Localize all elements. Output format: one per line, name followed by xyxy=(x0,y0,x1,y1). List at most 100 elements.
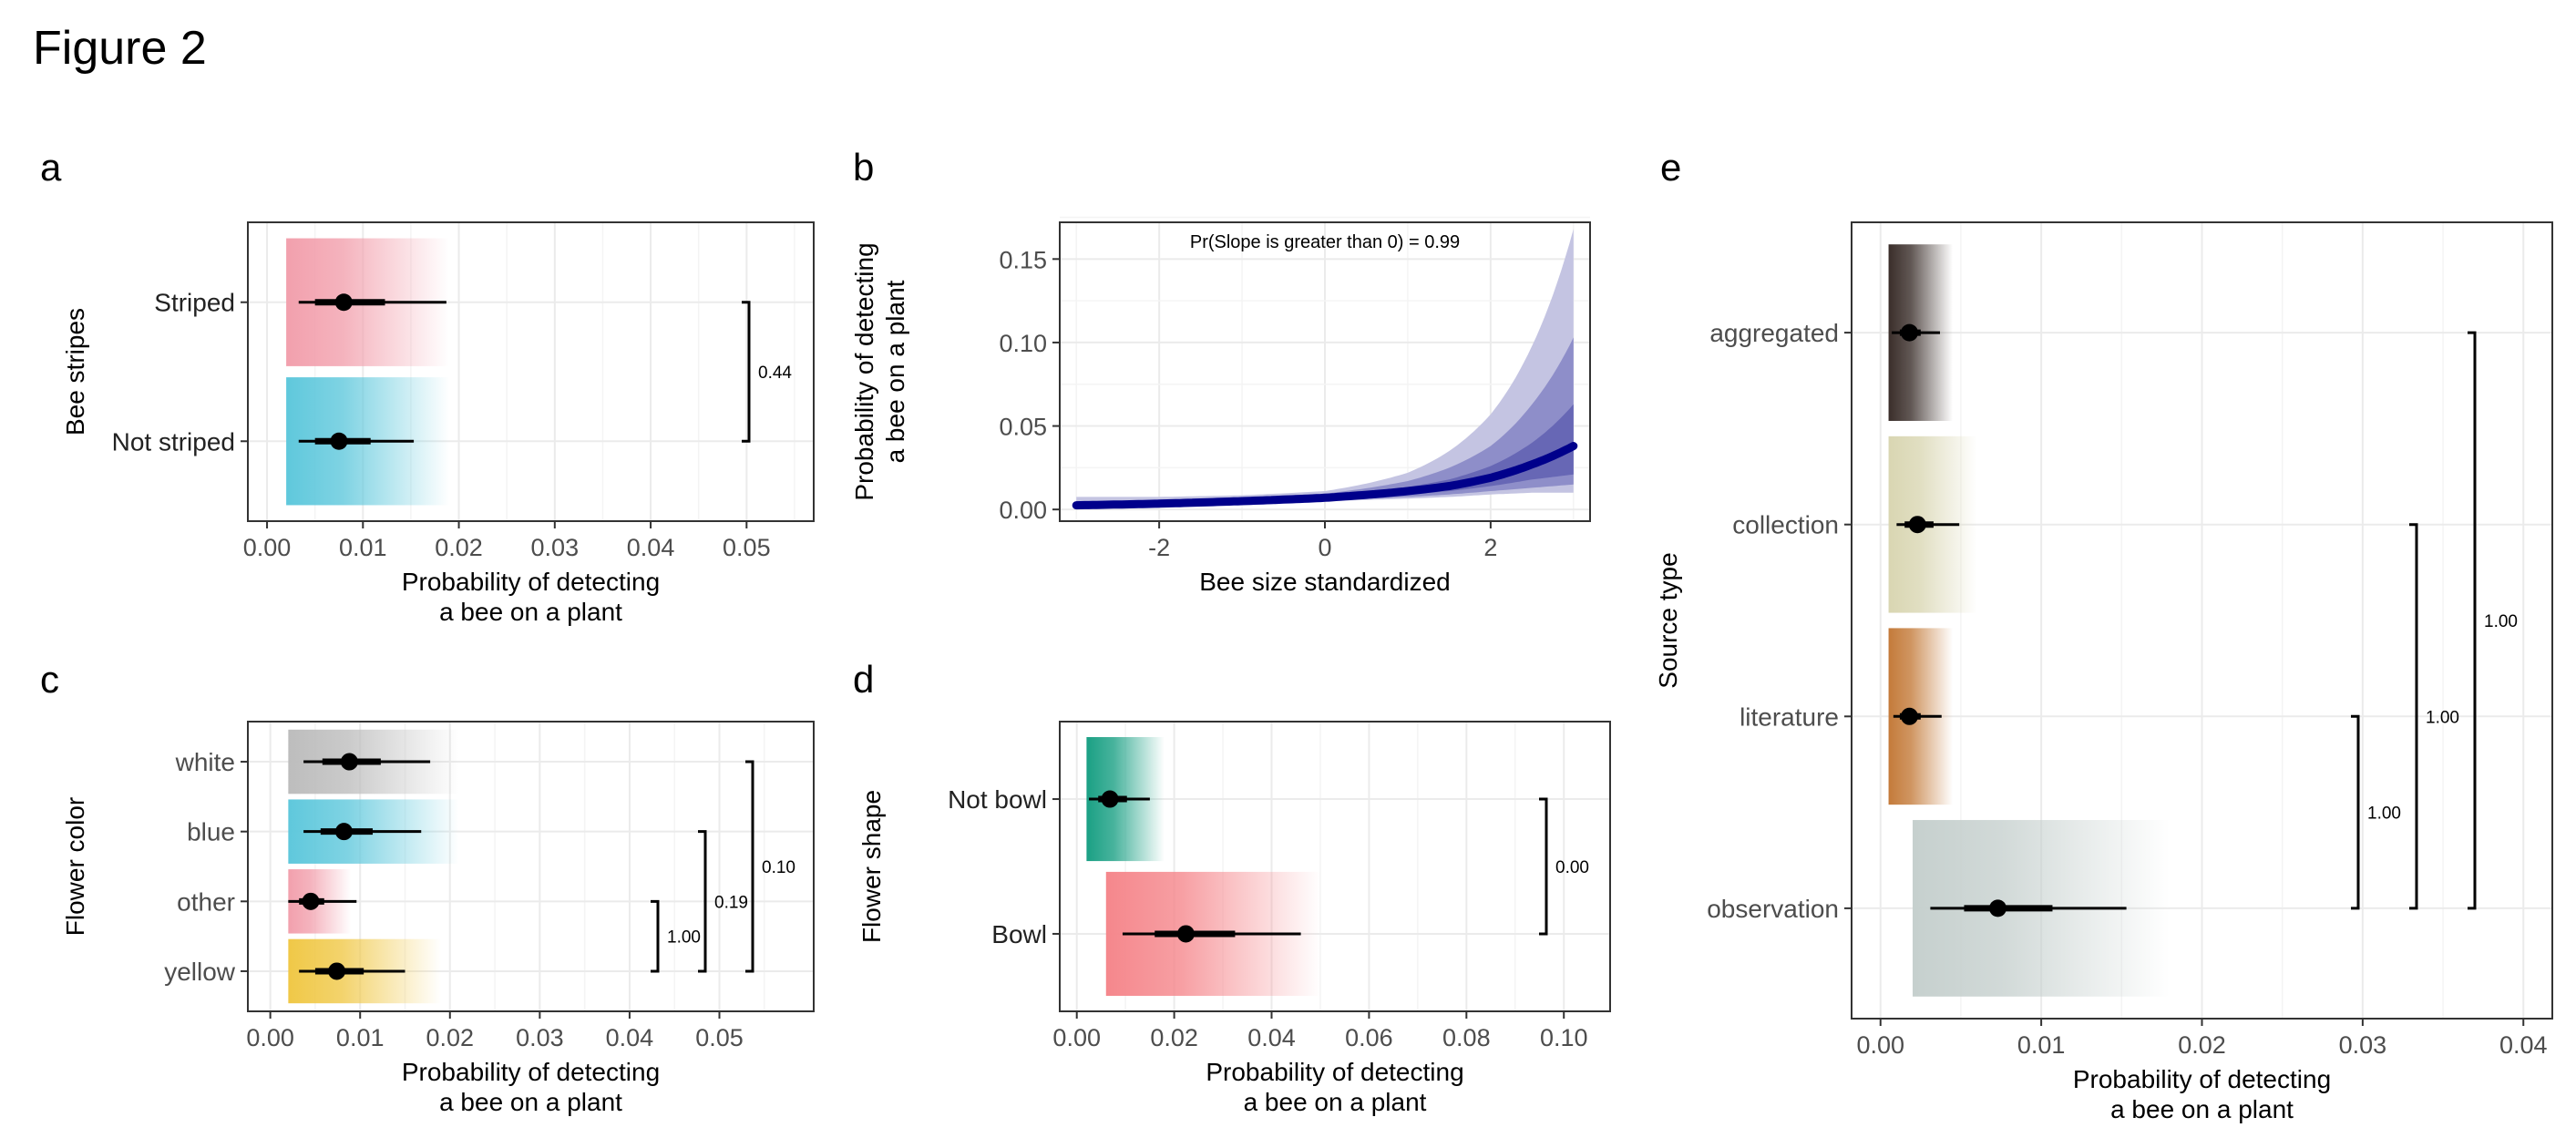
category-label-Not-bowl: Not bowl xyxy=(948,785,1047,814)
xtick-label: 0.05 xyxy=(723,534,771,561)
xtick-label: 0.02 xyxy=(435,534,483,561)
xtick-label: 0.04 xyxy=(606,1024,654,1051)
xtick-label: 0.01 xyxy=(336,1024,385,1051)
y-axis-title-line-1: Probability of detecting xyxy=(850,242,878,500)
panel-letter-e: e xyxy=(1660,146,1681,189)
point-median-blue xyxy=(334,823,353,841)
xtick-label: 0.04 xyxy=(627,534,675,561)
x-axis-title-line-2: a bee on a plant xyxy=(439,1088,622,1116)
category-label-aggregated: aggregated xyxy=(1709,319,1839,347)
xtick-label: 0.08 xyxy=(1442,1024,1491,1051)
panel-a: Striped Not striped 0.44 0.00 0.01 0.02 0.03 0.… xyxy=(40,146,815,626)
y-axis-title: Flower shape xyxy=(857,790,886,943)
xtick-label: 0.04 xyxy=(2499,1031,2548,1059)
bracket-label: 0.00 xyxy=(1555,858,1589,877)
median-line xyxy=(1072,442,1578,510)
bracket xyxy=(698,830,707,973)
ytick-label: 0.10 xyxy=(999,330,1047,357)
point-median-observation xyxy=(1989,899,2007,917)
point-median-aggregated xyxy=(1900,323,1918,342)
panel-e: aggregated collection literature observatio… xyxy=(1654,146,2553,1123)
panel-a-frame xyxy=(247,221,815,522)
xtick-label: 0.03 xyxy=(516,1024,564,1051)
point-median-Striped xyxy=(334,293,353,312)
panel-d: Not bowl Bowl 0.00 0.00 0.02 0.04 0.06 0.08 0.10… xyxy=(853,658,1611,1116)
xtick-label: 0.04 xyxy=(1247,1024,1296,1051)
xtick-label: 0.00 xyxy=(1052,1024,1101,1051)
xtick-label: 0.02 xyxy=(1150,1024,1198,1051)
panel-letter-c: c xyxy=(40,658,59,701)
category-label-white: white xyxy=(175,748,235,776)
category-label-other: other xyxy=(177,887,235,916)
xtick-label: 0.00 xyxy=(243,534,292,561)
bracket-label: 1.00 xyxy=(2426,708,2459,727)
bracket xyxy=(745,760,754,973)
x-axis-title-line-2: a bee on a plant xyxy=(2110,1095,2294,1123)
point-median-yellow xyxy=(328,962,346,980)
y-axis-title: Source type xyxy=(1654,552,1682,688)
xtick-label: 0.10 xyxy=(1540,1024,1588,1051)
ytick-label: 0.00 xyxy=(999,497,1047,524)
panel-letter-a: a xyxy=(40,146,62,189)
bracket-label: 1.00 xyxy=(2367,805,2401,824)
panel-c: white blue other yellow 1.00 0.19 0.10 0.00 0.01… xyxy=(40,658,815,1116)
point-median-Not-bowl xyxy=(1101,790,1119,808)
bracket xyxy=(651,899,660,973)
panel-c-frame xyxy=(247,721,815,1012)
point-median-literature xyxy=(1900,707,1918,725)
point-median-Bowl xyxy=(1176,925,1195,943)
xtick-label: 0.02 xyxy=(2178,1031,2226,1059)
category-label-collection: collection xyxy=(1732,511,1839,539)
bracket xyxy=(742,301,751,443)
panel-d-frame xyxy=(1059,721,1611,1012)
xtick-label: 0.00 xyxy=(1856,1031,1904,1059)
xtick-label: 0.03 xyxy=(2339,1031,2387,1059)
x-axis-title-line-1: Probability of detecting xyxy=(1206,1058,1463,1086)
y-axis-title-line-2: a bee on a plant xyxy=(881,280,909,463)
point-median-collection xyxy=(1908,516,1926,534)
xtick-label: 0.01 xyxy=(2017,1031,2066,1059)
xtick-label: 0.06 xyxy=(1345,1024,1393,1051)
category-label-blue: blue xyxy=(187,818,235,846)
bracket xyxy=(2409,523,2418,910)
category-label-observation: observation xyxy=(1707,895,1839,923)
bracket xyxy=(2351,714,2360,910)
y-axis-title: Bee stripes xyxy=(61,308,89,436)
x-axis-title-line-2: a bee on a plant xyxy=(439,598,622,626)
category-label-Bowl: Bowl xyxy=(991,920,1047,948)
figure-title: Figure 2 xyxy=(33,22,207,75)
xtick-label: 2 xyxy=(1483,534,1497,561)
x-axis-title-line-1: Probability of detecting xyxy=(2073,1065,2331,1093)
y-axis-title: Flower color xyxy=(61,797,89,936)
x-axis-title-line-1: Probability of detecting xyxy=(402,1058,660,1086)
category-label-yellow: yellow xyxy=(164,958,236,986)
xtick-label: 0.05 xyxy=(695,1024,744,1051)
xtick-label: -2 xyxy=(1148,534,1170,561)
bracket-label: 1.00 xyxy=(2484,612,2518,631)
category-label-Not-striped: Not striped xyxy=(112,427,235,456)
panel-letter-b: b xyxy=(853,146,874,189)
panel-b: -2 0 2 0.00 0.05 0.10 0.15 Pr(Slope is greater … xyxy=(850,146,1591,596)
point-median-other xyxy=(302,892,320,910)
category-label-Striped: Striped xyxy=(154,289,235,317)
point-median-Not-striped xyxy=(330,432,348,450)
bracket-label: 0.19 xyxy=(714,893,748,912)
category-label-literature: literature xyxy=(1740,702,1839,731)
xtick-label: 0.03 xyxy=(531,534,580,561)
bracket xyxy=(1539,797,1548,936)
xtick-label: 0 xyxy=(1318,534,1331,561)
bracket-label: 1.00 xyxy=(667,928,701,948)
ytick-label: 0.15 xyxy=(999,246,1047,273)
x-axis-title: Bee size standardized xyxy=(1199,568,1451,596)
point-median-white xyxy=(340,753,358,771)
bracket-label: 0.10 xyxy=(762,858,795,877)
x-axis-title-line-1: Probability of detecting xyxy=(402,568,660,596)
panel-letter-d: d xyxy=(853,658,874,701)
bracket-label: 0.44 xyxy=(758,364,792,383)
xtick-label: 0.02 xyxy=(426,1024,475,1051)
xtick-label: 0.01 xyxy=(339,534,387,561)
xtick-label: 0.00 xyxy=(246,1024,294,1051)
bracket xyxy=(2468,331,2477,910)
ribbon-50 xyxy=(1076,404,1574,507)
